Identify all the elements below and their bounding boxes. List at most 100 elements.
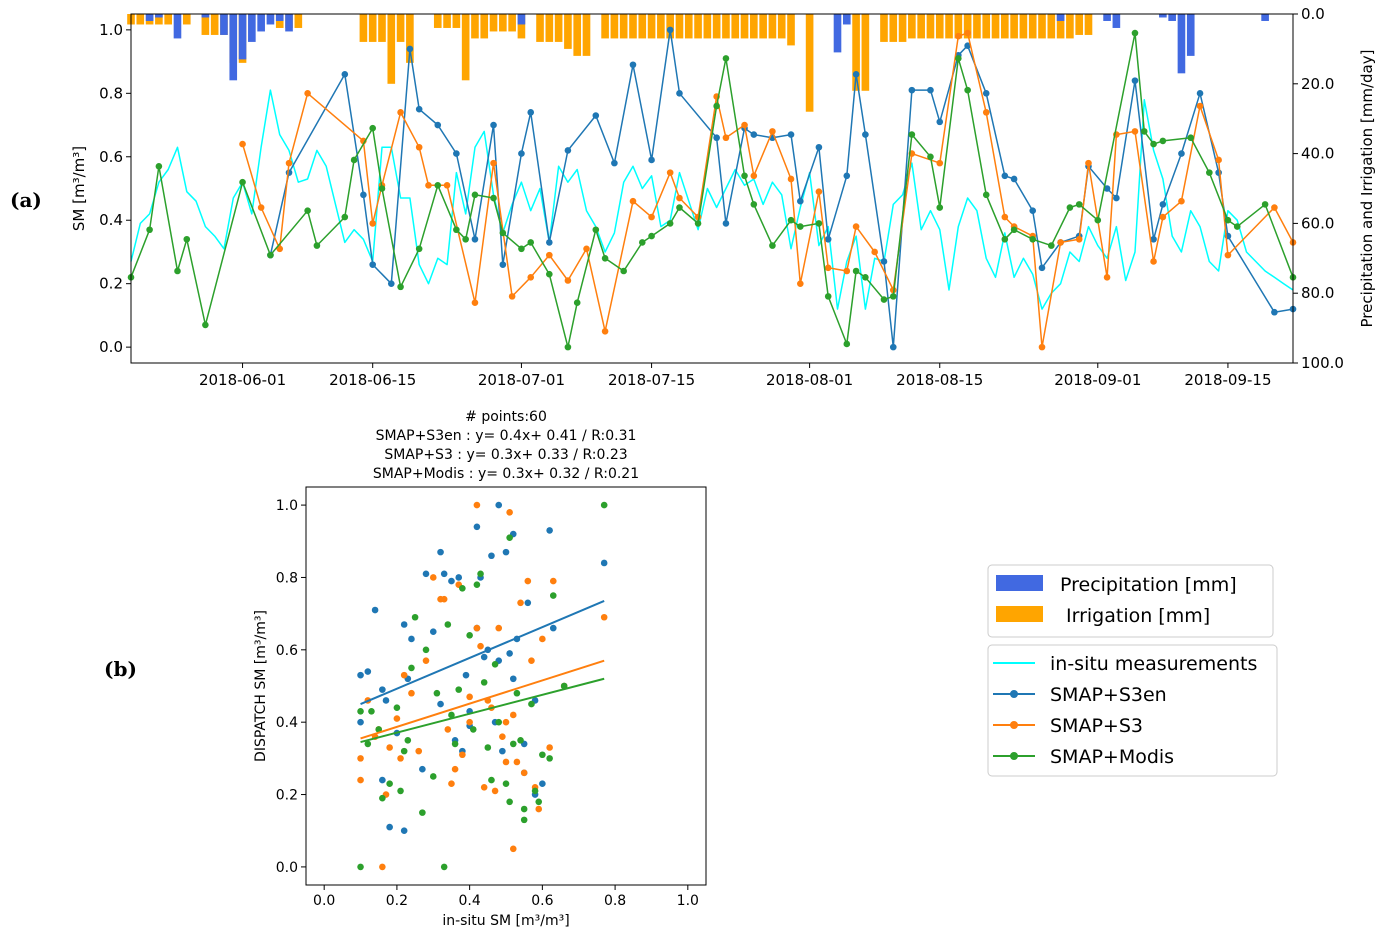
s3-point — [1271, 204, 1278, 211]
modis-point — [694, 220, 702, 227]
s3-fit-line — [360, 659, 605, 740]
s3-scatter-point — [393, 715, 401, 722]
y2-tick-label: 0.0 — [1301, 5, 1325, 23]
s3en-point — [797, 197, 804, 205]
modis-point — [267, 251, 274, 259]
s3-scatter-point — [502, 718, 510, 726]
irrigation-bar — [703, 14, 712, 39]
s3-scatter-point — [517, 599, 524, 607]
irrigation-bar — [378, 14, 386, 42]
s3en-point — [1010, 175, 1018, 183]
s3-scatter-point — [499, 733, 506, 740]
modis-point — [638, 239, 646, 246]
bar-legend-box — [987, 564, 1274, 638]
modis-scatter-points — [357, 501, 608, 871]
s3en-scatter-point — [539, 780, 546, 787]
scatter-y-tick-label: 0.2 — [276, 788, 298, 804]
s3-scatter-point — [535, 805, 543, 813]
modis-scatter-point — [546, 755, 553, 762]
modis-point — [601, 254, 609, 262]
precipitation-bar — [1261, 14, 1269, 21]
s3-point — [369, 220, 376, 227]
insitu-series — [130, 89, 1294, 310]
modis-scatter-point — [357, 863, 364, 871]
s3-scatter-point — [473, 501, 481, 509]
modis-point — [434, 182, 442, 189]
irrigation-bar — [396, 14, 405, 42]
precipitation-bar — [1056, 14, 1065, 21]
modis-point — [750, 201, 758, 208]
irrigation-bar — [564, 14, 572, 49]
s3-point — [852, 223, 860, 230]
irrigation-bar — [1019, 14, 1028, 39]
modis-scatter-point — [549, 592, 557, 599]
s3en-point — [1150, 235, 1157, 243]
scatter-y-tick-label: 0.0 — [276, 860, 298, 876]
s3en-point — [889, 343, 897, 351]
irrigation-bar — [917, 14, 925, 39]
modis-point — [713, 102, 720, 110]
irrigation-bar — [1056, 14, 1065, 39]
precipitation-bar — [220, 14, 228, 35]
precipitation-bar — [833, 14, 842, 53]
line-legend: in-situ measurements SMAP+S3en SMAP+S3 SMAP… — [987, 644, 1278, 777]
modis-point — [378, 185, 386, 192]
precipitation-bar — [1186, 14, 1195, 56]
scatter-title-line: # points:60 — [465, 409, 547, 425]
scatter-x-tick-label: 0.8 — [604, 893, 626, 909]
timeseries-chart: 2018-06-01 2018-06-15 2018-07-01 2018-07-15… — [70, 5, 1376, 389]
s3en-point — [546, 239, 553, 246]
s3-scatter-point — [600, 613, 608, 621]
modis-point — [1261, 201, 1269, 208]
modis-point — [648, 232, 655, 240]
s3en-point — [862, 131, 869, 138]
s3en-point — [499, 261, 507, 268]
modis-scatter-point — [480, 679, 488, 686]
modis-scatter-point — [364, 740, 372, 748]
s3-point — [443, 182, 451, 189]
modis-point — [462, 235, 469, 243]
modis-scatter-point — [488, 776, 495, 784]
s3en-point — [285, 169, 293, 176]
s3en-point — [360, 191, 367, 199]
s3en-point — [434, 121, 442, 129]
modis-point — [1150, 140, 1157, 148]
modis-point — [592, 226, 600, 234]
s3-point — [397, 109, 404, 116]
modis-point — [146, 226, 153, 234]
modis-point — [174, 267, 181, 275]
irrigation-bar — [1010, 14, 1018, 39]
precipitation-bar — [842, 14, 851, 25]
modis-scatter-point — [429, 773, 437, 780]
modis-point — [1075, 201, 1083, 208]
precipitation-bar — [257, 14, 265, 32]
irrigation-bar — [908, 14, 916, 39]
modis-point — [155, 162, 163, 170]
modis-scatter-point — [491, 660, 499, 668]
s3-scatter-point — [379, 863, 386, 871]
precipitation-bar — [145, 14, 154, 21]
irrigation-bar — [610, 14, 619, 39]
irrigation-bar — [1084, 14, 1093, 35]
modis-point — [862, 274, 869, 281]
scatter-y-axis-label: DISPATCH SM [m³/m³] — [253, 610, 269, 762]
irrigation-bar — [935, 14, 944, 39]
s3en-scatter-point — [357, 671, 364, 679]
s3en-scatter-point — [473, 523, 481, 531]
irrigation-bar — [619, 14, 628, 39]
s3-scatter-point — [473, 624, 481, 632]
s3en-point — [415, 105, 423, 113]
modis-scatter-point — [408, 664, 415, 672]
irrigation-bar — [164, 14, 172, 25]
x-tick-label: 2018-08-15 — [896, 371, 983, 389]
irrigation-bar — [601, 14, 609, 39]
precipitation-bar — [285, 14, 293, 32]
s3en-point — [387, 280, 395, 287]
scatter-title-line: SMAP+S3en : y= 0.4x+ 0.41 / R:0.31 — [376, 428, 637, 444]
precipitation-bar — [1103, 14, 1111, 21]
modis-point — [499, 229, 507, 237]
precipitation-bar — [229, 14, 238, 81]
irrigation-bar — [452, 14, 461, 28]
s3en-scatter-point — [549, 624, 557, 632]
s3en-scatter-point — [379, 686, 386, 693]
